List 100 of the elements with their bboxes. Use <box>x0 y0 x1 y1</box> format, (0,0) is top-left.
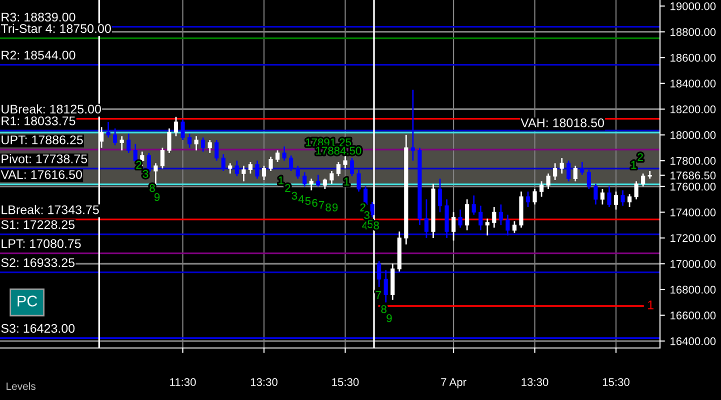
ref-line-label: LBreak: 17343.75 <box>2 205 99 214</box>
candlestick <box>410 89 415 162</box>
candlestick <box>309 178 314 191</box>
ref-line-label: S2: 16933.25 <box>1 258 75 268</box>
candlestick <box>546 172 550 190</box>
ref-line-label: R2: 18544.00 <box>2 50 76 60</box>
ref-line-label: R1: 18033.75 <box>2 116 76 126</box>
x-tick-label: 15:30 <box>332 378 359 386</box>
series-label: 1 <box>648 300 654 310</box>
y-tick-label: 18600.00 <box>670 54 716 62</box>
candlestick <box>424 198 429 239</box>
annotation: 3 <box>292 192 298 200</box>
annotation: 9 <box>154 193 160 202</box>
y-tick-label: 16800.00 <box>670 286 716 294</box>
candlestick <box>126 132 131 154</box>
candlestick <box>539 180 544 198</box>
candlestick <box>322 178 327 190</box>
candlestick <box>330 170 334 185</box>
y-tick-label: 17800.00 <box>670 156 716 165</box>
candlestick <box>154 162 158 186</box>
candlestick <box>573 165 578 182</box>
ref-line-label: UBreak: 18125.00 <box>2 104 101 114</box>
ref-line-label: VAL: 17616.50 <box>0 170 82 180</box>
candlestick <box>498 204 503 226</box>
candlestick <box>553 162 558 181</box>
annotation: 5 <box>368 220 373 228</box>
candlestick <box>526 190 530 208</box>
candlestick <box>492 206 496 228</box>
y-tick-label: 18400.00 <box>670 80 716 88</box>
candlestick <box>180 118 185 141</box>
candlestick <box>580 161 584 176</box>
ref-line-label: UPT: 17886.25 <box>2 135 83 144</box>
candlestick <box>289 154 294 172</box>
candlestick <box>194 135 198 152</box>
text: PC <box>18 296 38 306</box>
y-tick-label: 17400.00 <box>670 208 716 216</box>
candlestick <box>627 193 632 208</box>
candlestick <box>384 269 388 304</box>
annotation: 7 <box>376 291 381 299</box>
x-tick-label: 13:30 <box>250 378 278 386</box>
candlestick <box>248 161 253 174</box>
candlestick <box>512 220 517 234</box>
candlestick <box>221 154 226 172</box>
candlestick <box>268 156 273 172</box>
candlestick <box>187 132 192 148</box>
candlestick <box>506 214 510 236</box>
candlestick <box>133 143 138 164</box>
text: Levels <box>6 382 36 390</box>
candlestick <box>262 165 266 181</box>
candlestick <box>566 160 571 182</box>
candlestick <box>607 186 612 208</box>
y-tick-label: 17600.00 <box>670 182 716 191</box>
candlestick <box>438 178 442 213</box>
candlestick <box>174 116 178 137</box>
candlestick <box>208 139 212 154</box>
candlestick <box>302 172 307 188</box>
candlestick <box>201 136 206 152</box>
candlestick <box>113 128 118 146</box>
annotation: 1 <box>278 176 284 184</box>
ref-line-label: S3: 16423.00 <box>1 324 75 333</box>
candlestick <box>140 150 144 167</box>
candlestick <box>377 260 382 288</box>
y-tick-label: 19000.00 <box>670 2 716 10</box>
candlestick <box>465 198 470 231</box>
ref-line-label: Pivot: 17738.75 <box>2 154 88 164</box>
y-tick-label: 17200.00 <box>670 234 716 242</box>
candlestick <box>316 174 320 188</box>
candlestick <box>106 121 110 138</box>
y-tick-label: 18000.00 <box>670 131 716 140</box>
candlestick <box>472 194 476 216</box>
annotation: 7 <box>319 200 324 209</box>
annotation: 8 <box>381 305 386 314</box>
y-tick-label: 18800.00 <box>670 28 716 36</box>
ref-line-label: S1: 17228.25 <box>1 220 75 230</box>
candlestick <box>485 218 490 236</box>
candlestick <box>586 168 591 190</box>
x-tick-label: 7 Apr <box>441 378 466 388</box>
y-tick-label: 17686.50 <box>670 172 716 180</box>
candlestick <box>282 146 286 162</box>
annotation: 2 <box>638 153 643 161</box>
x-tick-label: 15:30 <box>602 378 630 386</box>
candlestick <box>228 162 232 174</box>
candlestick <box>478 205 483 231</box>
x-tick-label: 13:30 <box>522 378 548 386</box>
candlestick <box>242 165 246 182</box>
candlestick <box>458 208 462 228</box>
candlestick <box>255 160 260 180</box>
candlestick <box>296 165 300 180</box>
candlestick <box>350 157 354 177</box>
candlestick <box>343 154 348 170</box>
candlestick <box>560 157 564 174</box>
candlestick <box>356 168 361 192</box>
x-tick-label: 11:30 <box>170 378 196 386</box>
annotation: 1 <box>631 161 636 169</box>
candlestick <box>336 161 341 177</box>
y-tick-label: 16400.00 <box>670 337 716 346</box>
ref-line-label: Tri-Star 4: 18750.00 <box>0 24 111 34</box>
ref-line-label: VAH: 18018.50 <box>520 118 604 128</box>
annotation: 5 <box>305 197 311 205</box>
candlestick <box>275 150 280 163</box>
